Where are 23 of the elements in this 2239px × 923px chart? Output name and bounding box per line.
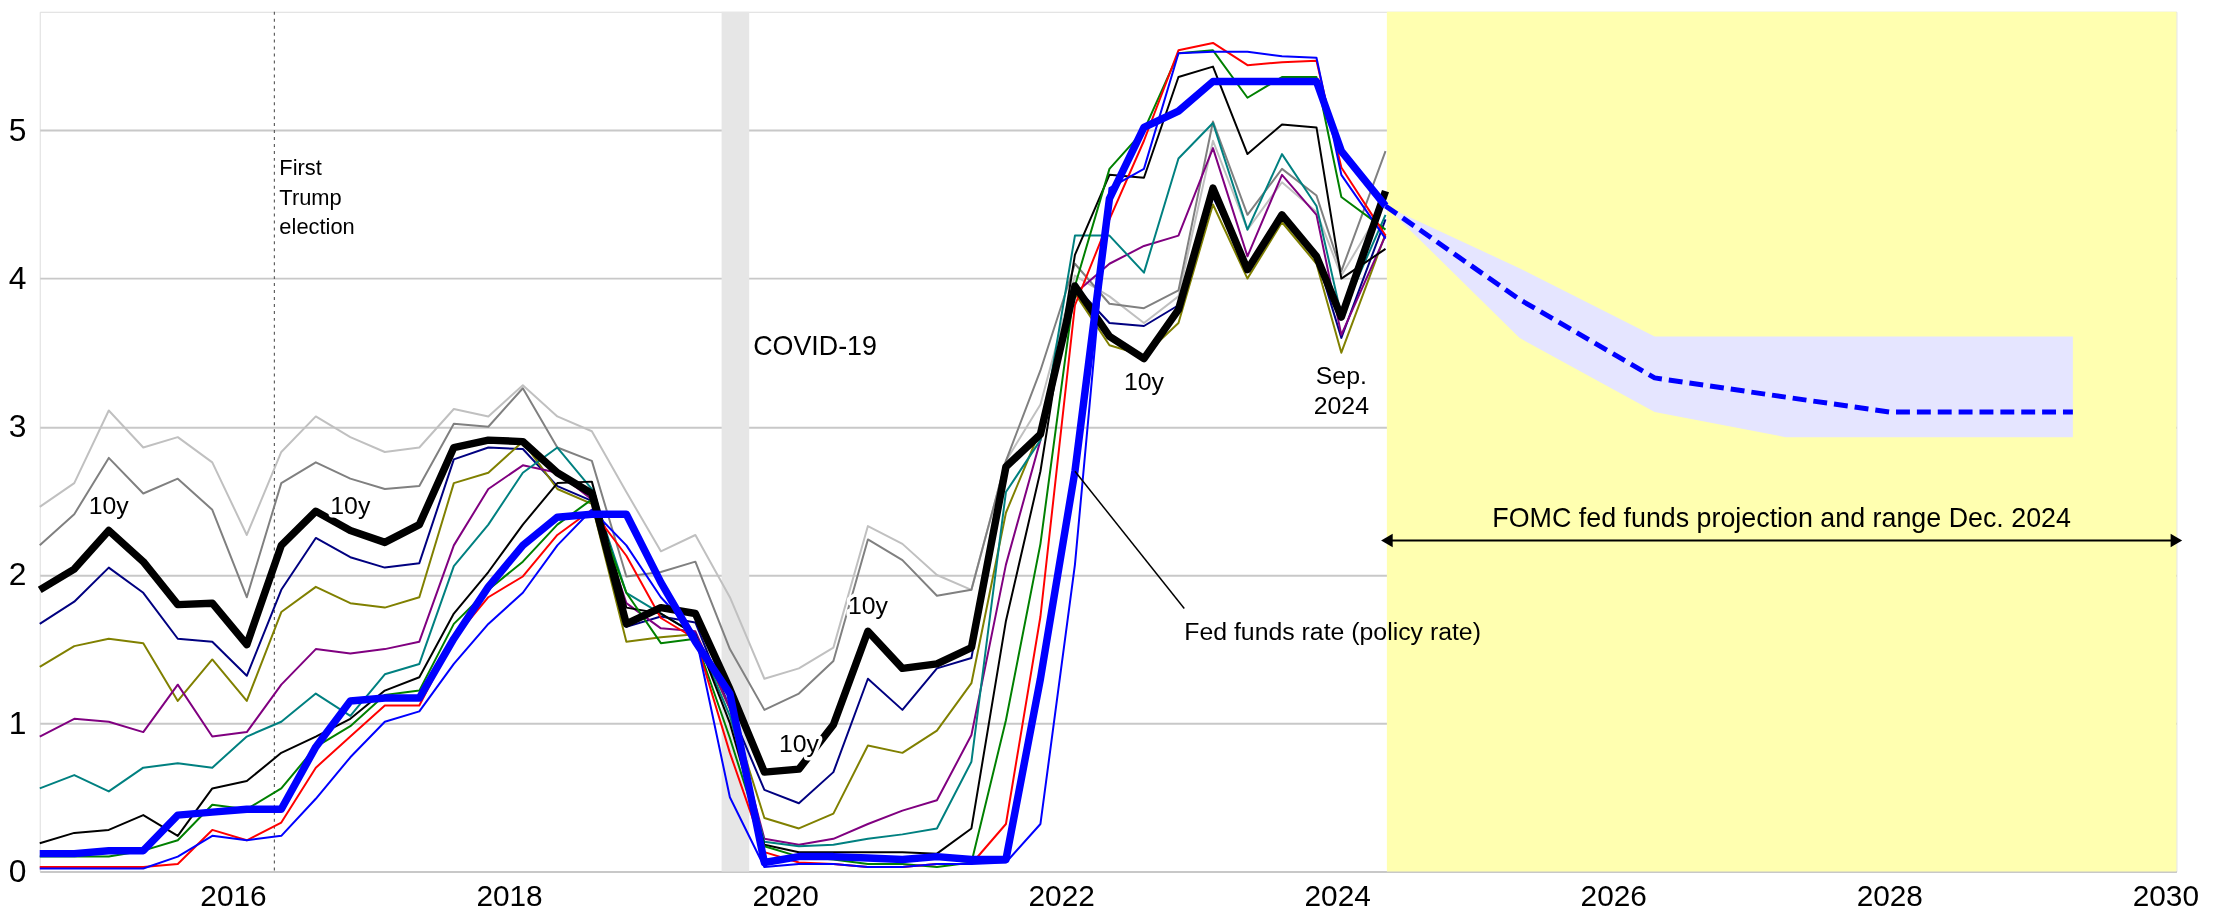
annotation: 10y: [847, 592, 889, 620]
y-tick-label: 4: [8, 260, 27, 297]
x-tick-label: 2026: [1580, 878, 1647, 912]
x-tick-label: 2018: [476, 878, 543, 912]
band-label: COVID-19: [753, 331, 877, 361]
x-tick-label: 2024: [1304, 878, 1371, 912]
x-tick-label: 2022: [1028, 878, 1095, 912]
annotation: 10y: [88, 491, 130, 519]
y-tick-label: 1: [8, 704, 27, 741]
y-tick-label: 2: [8, 556, 27, 593]
x-tick-label: 2016: [200, 878, 267, 912]
annotation: Sep. 2024: [1313, 362, 1370, 420]
annotation: Fed funds rate (policy rate): [1184, 618, 1481, 646]
annotation: 10y: [330, 491, 371, 519]
y-tick-label: 3: [8, 408, 27, 445]
x-tick-label: 2028: [1856, 878, 1923, 912]
annotation: 10y: [1123, 368, 1165, 396]
band-label: FOMC fed funds projection and range Dec. 2024: [1492, 502, 2072, 533]
x-tick-label: 2020: [752, 878, 819, 912]
y-tick-label: 0: [8, 852, 27, 889]
ref-line-label: First Trump election: [279, 154, 355, 240]
y-tick-label: 5: [8, 111, 27, 148]
x-tick-label: 2030: [2132, 878, 2199, 912]
